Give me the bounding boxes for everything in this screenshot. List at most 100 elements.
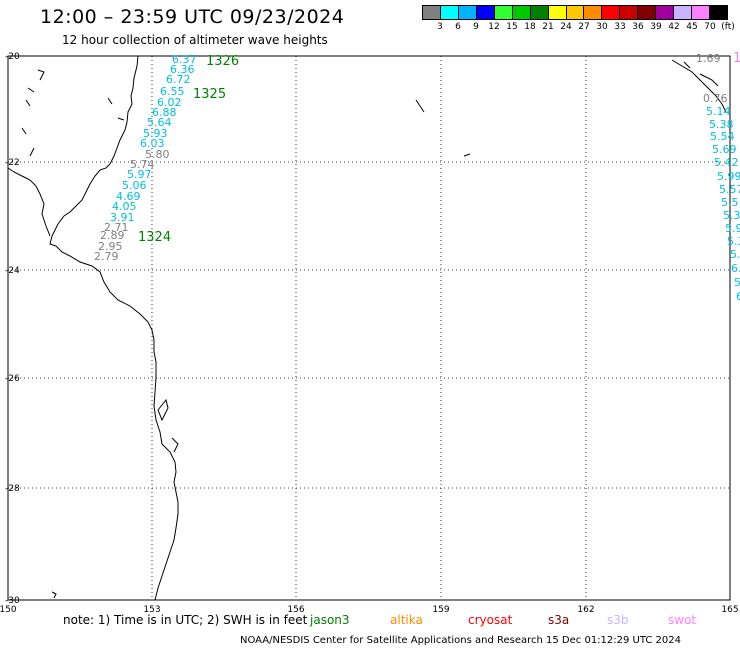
- colorbar-label: 12: [488, 22, 500, 32]
- wave-height-value: 2.79: [94, 250, 119, 263]
- colorbar-swatch: [710, 6, 727, 19]
- colorbar-swatch: [584, 6, 603, 19]
- colorbar-swatch: [674, 6, 693, 19]
- satellite-legend-item: swot: [668, 613, 697, 627]
- satellite-legend-item: s3a: [548, 613, 570, 627]
- coastline-detail: [51, 591, 57, 599]
- colorbar-label: 15: [506, 22, 518, 32]
- longitude-tick-label: 165: [721, 605, 738, 615]
- latitude-tick-label: -26: [5, 374, 20, 384]
- colorbar-swatch: [566, 6, 585, 19]
- wave-height-value: 5.5: [721, 196, 739, 209]
- colorbar-label: 70: [704, 22, 716, 32]
- coastline-detail: [171, 437, 179, 453]
- page-subtitle: 12 hour collection of altimeter wave hei…: [62, 33, 328, 47]
- colorbar-label: 6: [455, 22, 461, 32]
- colorbar-label: 39: [650, 22, 662, 32]
- page-title: 12:00 – 23:59 UTC 09/23/2024: [40, 6, 345, 28]
- island-fragments: [415, 99, 471, 157]
- wave-height-value: 5.3: [727, 235, 740, 248]
- gulf-coastline: [7, 167, 51, 237]
- longitude-tick-label: 153: [143, 605, 160, 615]
- wave-height-value: 5.69: [712, 143, 737, 156]
- wave-height-value: 0.76: [703, 92, 728, 105]
- wave-height-value: 6.: [736, 290, 740, 303]
- colorbar-swatch: [602, 6, 621, 19]
- satellite-legend-item: jason3: [310, 613, 350, 627]
- colorbar-label: (ft): [721, 22, 735, 32]
- colorbar-label: 45: [686, 22, 698, 32]
- latitude-tick-label: -22: [5, 158, 20, 168]
- wave-height-value: 5.14: [706, 105, 731, 118]
- colorbar-label: 9: [473, 22, 479, 32]
- wave-height-value: 5.9: [725, 222, 740, 235]
- wave-height-value: 6.37: [172, 53, 197, 66]
- wave-height-value: 5.93: [143, 127, 168, 140]
- colorbar-label: 27: [578, 22, 590, 32]
- colorbar-swatch: [656, 6, 675, 19]
- wave-height-value: 5.64: [147, 116, 172, 129]
- wave-height-value: 6.02: [157, 96, 182, 109]
- wave-height-value: 1.69: [696, 52, 721, 65]
- wave-height-value: 5.99: [717, 170, 740, 183]
- pass-number-label: 1326: [206, 54, 239, 69]
- colorbar-label: 18: [524, 22, 536, 32]
- wave-height-value: 2.95: [98, 240, 123, 253]
- footer-note: note: 1) Time is in UTC; 2) SWH is in fe…: [63, 613, 308, 627]
- colorbar-swatch: [638, 6, 657, 19]
- wave-height-value: 5.54: [710, 130, 735, 143]
- wave-height-value: 6.72: [166, 73, 191, 86]
- longitude-tick-label: 150: [0, 605, 17, 615]
- latitude-tick-label: -20: [5, 52, 20, 62]
- wave-height-value: 6.55: [160, 85, 185, 98]
- colorbar-swatch: [530, 6, 549, 19]
- colorbar-label: 3: [437, 22, 443, 32]
- colorbar-swatch: [512, 6, 531, 19]
- colorbar-swatch: [458, 6, 477, 19]
- satellite-legend-item: cryosat: [468, 613, 513, 627]
- wave-height-value: 6.88: [152, 106, 177, 119]
- wave-height-value: 5.74: [130, 158, 155, 171]
- wave-height-value: 3.91: [110, 211, 135, 224]
- wave-height-value: 5.57: [719, 183, 740, 196]
- pass-number-label: 1324: [138, 230, 171, 245]
- reef-fragments: [21, 69, 125, 157]
- australia-coastline: [49, 55, 179, 601]
- longitude-tick-label: 159: [432, 605, 449, 615]
- colorbar-label: 30: [596, 22, 608, 32]
- wave-height-value: 5.3: [723, 209, 740, 222]
- map-frame: [7, 55, 731, 601]
- wave-height-value: 6.36: [170, 63, 195, 76]
- wave-height-value: 6.: [731, 262, 740, 275]
- wave-height-value: 5.: [730, 248, 740, 261]
- colorbar-swatch: [548, 6, 567, 19]
- satellite-legend-item: altika: [390, 613, 423, 627]
- new-caledonia-coastline: [671, 59, 727, 113]
- wave-height-value: 5.: [734, 276, 740, 289]
- pass-number-label: 1325: [193, 87, 226, 102]
- wave-height-value: 4.69: [116, 190, 141, 203]
- colorbar-swatch: [620, 6, 639, 19]
- latitude-tick-label: -30: [5, 596, 20, 606]
- fraser-island-outline: [157, 398, 169, 422]
- wave-height-value: 5.06: [122, 179, 147, 192]
- colorbar-swatch: [423, 6, 441, 19]
- wave-height-value: 4.05: [112, 200, 137, 213]
- satellite-legend-item: s3b: [607, 613, 629, 627]
- wave-height-value: 5.97: [127, 168, 152, 181]
- colorbar-swatch: [494, 6, 513, 19]
- colorbar-label: 42: [668, 22, 680, 32]
- pass-number-label: 1: [733, 51, 740, 66]
- colorbar-label: 21: [542, 22, 554, 32]
- longitude-tick-label: 156: [287, 605, 304, 615]
- credit-line: NOAA/NESDIS Center for Satellite Applica…: [240, 635, 682, 646]
- colorbar-swatch: [440, 6, 459, 19]
- colorbar-label: 33: [614, 22, 626, 32]
- colorbar-label: 24: [560, 22, 572, 32]
- wave-height-value: 6.03: [140, 137, 165, 150]
- latitude-tick-label: -24: [5, 266, 20, 276]
- wave-height-value: 2.89: [100, 229, 125, 242]
- wave-height-value: 5.38: [709, 118, 734, 131]
- wave-height-colorbar: [422, 5, 728, 20]
